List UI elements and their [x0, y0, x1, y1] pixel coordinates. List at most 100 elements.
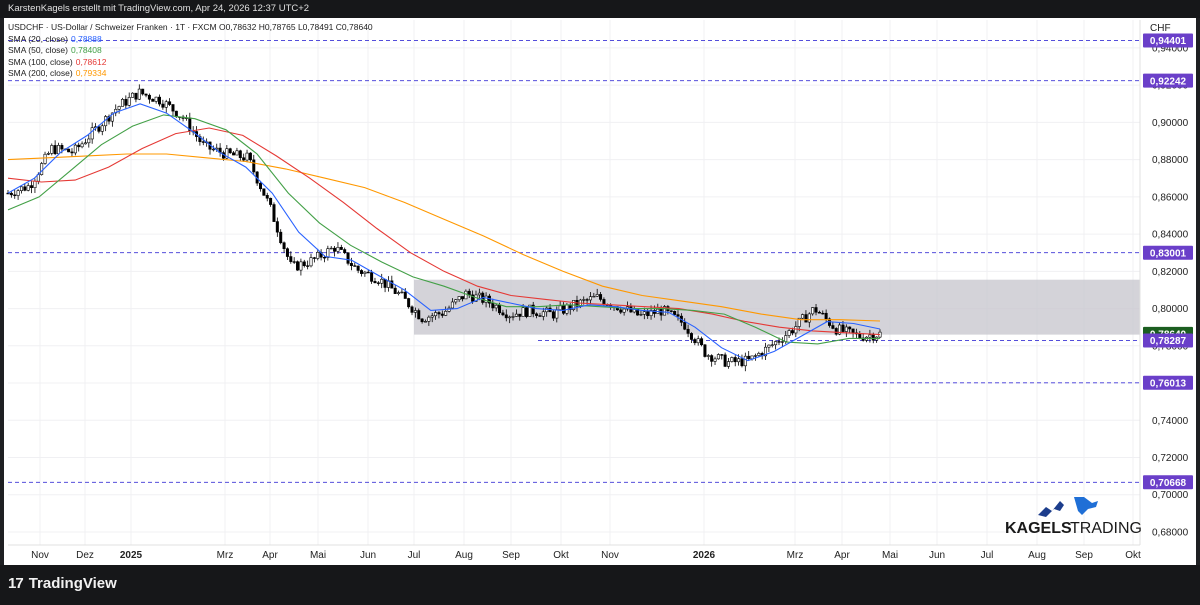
candle-body	[743, 355, 747, 367]
price-chart[interactable]: 0,940000,920000,900000,880000,860000,840…	[0, 0, 1200, 565]
candle-body	[154, 96, 158, 102]
candle-body	[363, 271, 367, 274]
candle-body	[602, 299, 606, 305]
candle-body	[710, 355, 714, 362]
candle-body	[737, 358, 741, 363]
candle-body	[538, 315, 542, 317]
y-tick-label: 0,84000	[1152, 230, 1189, 241]
candle-body	[339, 247, 343, 250]
x-tick-label: Aug	[1028, 550, 1046, 561]
x-tick-label: Nov	[31, 550, 49, 561]
indicator-value: 0,78408	[71, 45, 102, 55]
candle-body	[353, 265, 357, 267]
candle-body	[417, 310, 421, 320]
candle-body	[26, 185, 30, 191]
indicator-value: 0,78888	[71, 33, 102, 44]
candle-body	[110, 112, 114, 122]
candle-body	[131, 92, 135, 98]
candle-body	[366, 271, 370, 274]
candle-body	[302, 261, 306, 267]
candle-body	[858, 333, 862, 339]
x-tick-label: Apr	[834, 550, 850, 561]
candle-body	[333, 247, 337, 252]
price-level-tag	[1143, 333, 1193, 348]
candle-body	[373, 281, 377, 284]
y-tick-label: 0,68000	[1152, 527, 1189, 538]
candle-body	[60, 145, 64, 150]
candle-body	[97, 126, 101, 132]
candle-body	[57, 145, 61, 155]
candle-body	[329, 247, 333, 250]
candle-body	[545, 307, 549, 313]
candle-body	[144, 93, 148, 96]
y-tick-label: 0,72000	[1152, 453, 1189, 464]
candle-body	[528, 304, 532, 317]
bull-icon	[1038, 501, 1064, 517]
candle-body	[275, 221, 279, 233]
tradingview-logo[interactable]: 17 TradingView	[8, 575, 117, 592]
x-tick-label: Jul	[408, 550, 421, 561]
candle-body	[50, 145, 54, 154]
x-tick-label: Mai	[882, 550, 898, 561]
candle-body	[137, 88, 141, 100]
candle-body	[494, 304, 498, 309]
candle-body	[343, 249, 347, 254]
candle-body	[683, 322, 687, 330]
candle-body	[444, 310, 448, 316]
candle-body	[700, 338, 704, 346]
candle-body	[296, 261, 300, 271]
candle-body	[555, 309, 559, 319]
candle-body	[780, 341, 784, 343]
candle-body	[716, 354, 720, 360]
candle-body	[720, 354, 724, 356]
candle-body	[259, 182, 263, 190]
candle-body	[454, 299, 458, 303]
candle-body	[134, 92, 138, 100]
price-level-label: 0,76013	[1150, 378, 1187, 389]
y-tick-label: 0,80000	[1152, 304, 1189, 315]
candle-body	[518, 313, 522, 317]
candle-body	[360, 270, 364, 274]
candle-body	[413, 310, 417, 313]
candle-body	[322, 256, 326, 259]
candle-body	[649, 310, 653, 317]
indicator-value: 0,78612	[75, 56, 107, 67]
x-tick-label: Mai	[310, 550, 326, 561]
top-credit-bar: KarstenKagels erstellt mit TradingView.c…	[0, 0, 1200, 18]
indicator-sma20[interactable]: SMA (20, close) 0,78888	[8, 34, 373, 46]
indicator-sma50[interactable]: SMA (50, close) 0,78408	[8, 45, 373, 57]
candle-body	[299, 261, 303, 271]
candle-body	[696, 338, 700, 344]
candle-body	[821, 312, 825, 315]
candle-body	[723, 354, 727, 367]
candle-body	[740, 358, 744, 367]
candle-body	[774, 341, 778, 346]
indicator-sma200[interactable]: SMA (200, close) 0,79334	[8, 68, 373, 80]
candle-body	[70, 151, 74, 154]
x-tick-label: Jun	[360, 550, 376, 561]
x-tick-label: Jun	[929, 550, 945, 561]
candle-body	[400, 291, 404, 294]
candle-body	[33, 180, 37, 188]
indicator-sma100[interactable]: SMA (100, close) 0,78612	[8, 57, 373, 69]
candle-body	[242, 157, 246, 161]
candle-body	[407, 298, 411, 308]
bear-icon	[1074, 497, 1098, 515]
candle-body	[642, 311, 646, 315]
candle-body	[6, 192, 10, 195]
x-tick-label: Jul	[981, 550, 994, 561]
candle-body	[467, 290, 471, 296]
candle-body	[831, 325, 835, 329]
candle-body	[46, 153, 50, 155]
candle-body	[834, 328, 838, 335]
candle-body	[787, 330, 791, 336]
candle-body	[380, 278, 384, 284]
price-level-label: 0,92242	[1150, 76, 1187, 87]
indicator-label: SMA (200, close)	[8, 68, 73, 78]
candle-body	[225, 148, 229, 159]
candle-body	[376, 282, 380, 284]
candle-body	[844, 326, 848, 332]
candle-body	[423, 321, 427, 323]
candle-body	[168, 101, 172, 105]
